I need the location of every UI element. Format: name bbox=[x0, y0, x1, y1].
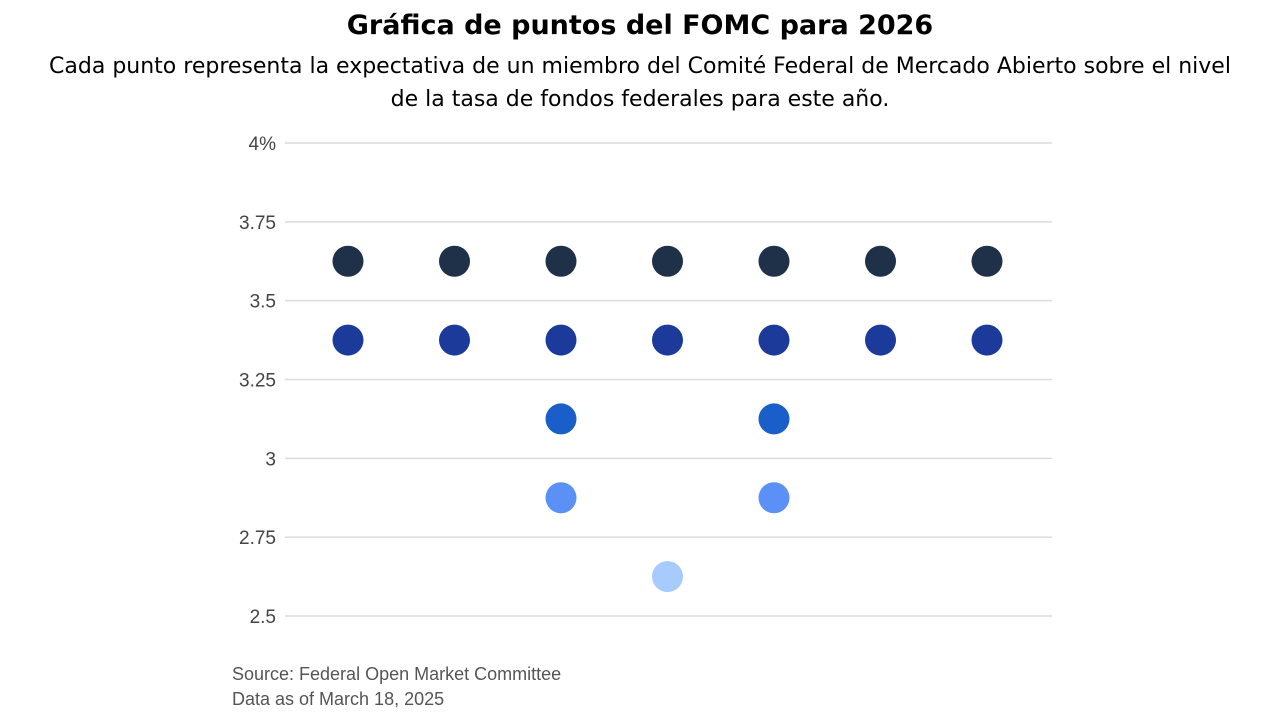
dot-marker bbox=[865, 245, 896, 277]
dot-marker bbox=[332, 245, 364, 277]
dot-markers bbox=[332, 245, 1003, 593]
dot-marker bbox=[439, 245, 470, 277]
y-tick-label: 3.5 bbox=[250, 292, 276, 313]
dot-marker bbox=[971, 324, 1003, 356]
dot-marker bbox=[545, 403, 577, 435]
dot-marker bbox=[545, 245, 577, 277]
dot-marker bbox=[758, 482, 790, 514]
y-tick-label: 4% bbox=[249, 134, 277, 155]
dot-marker bbox=[545, 324, 577, 356]
gridlines bbox=[285, 142, 1052, 617]
dot-marker bbox=[758, 245, 790, 277]
dot-marker bbox=[332, 324, 364, 356]
dot-marker bbox=[652, 561, 683, 593]
y-axis-tick-labels: 4% 3.75 3.5 3.25 3 2.75 2.5 bbox=[239, 134, 276, 628]
source-note: Source: Federal Open Market Committee Da… bbox=[232, 662, 561, 712]
dot-marker bbox=[865, 324, 896, 356]
source-text: Source: Federal Open Market Committee bbox=[232, 664, 562, 684]
dot-marker bbox=[652, 324, 683, 356]
dot-marker bbox=[439, 324, 470, 356]
y-tick-label: 3.25 bbox=[239, 371, 276, 392]
dot-marker bbox=[758, 403, 790, 435]
y-tick-label: 2.75 bbox=[239, 528, 276, 549]
dot-marker bbox=[971, 245, 1003, 277]
y-tick-label: 3 bbox=[265, 449, 276, 470]
data-date-text: Data as of March 18, 2025 bbox=[232, 689, 445, 709]
y-tick-label: 3.75 bbox=[239, 213, 276, 234]
y-tick-label: 2.5 bbox=[250, 607, 276, 628]
dot-marker bbox=[758, 324, 790, 356]
chart-subtitle: Cada punto representa la expectativa de … bbox=[49, 54, 1231, 112]
dot-marker bbox=[545, 482, 577, 514]
dot-marker bbox=[652, 245, 683, 277]
chart-title: Gráfica de puntos del FOMC para 2026 bbox=[346, 10, 934, 41]
